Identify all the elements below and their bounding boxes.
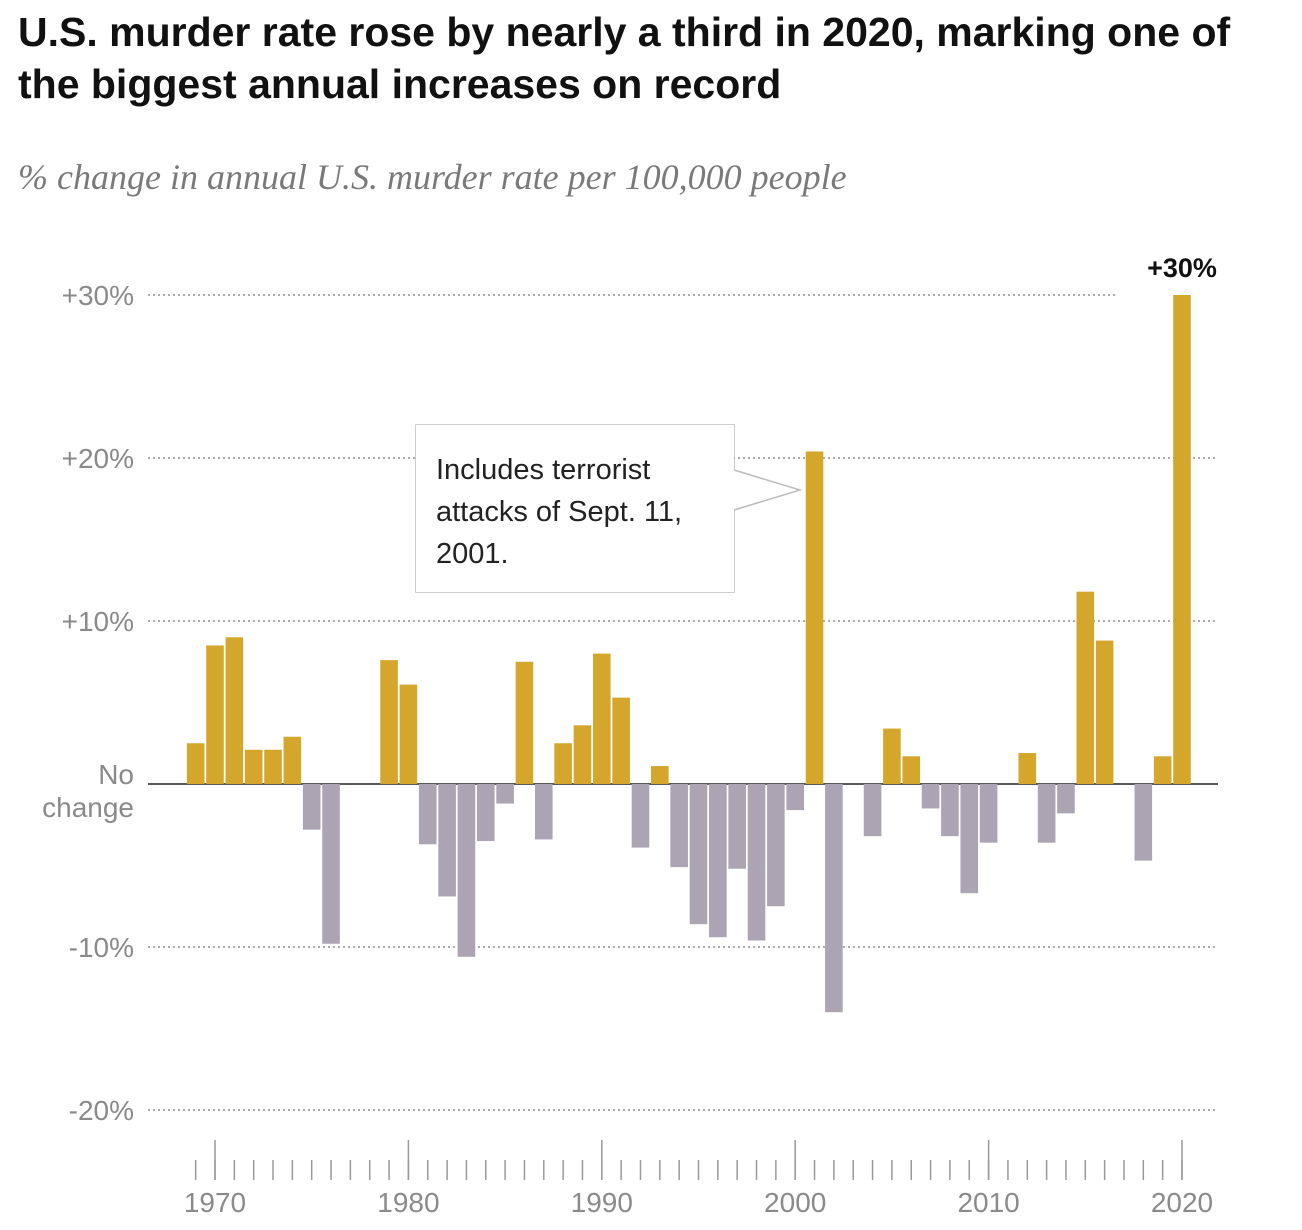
bar xyxy=(186,743,205,784)
chart-subtitle: % change in annual U.S. murder rate per … xyxy=(18,157,847,197)
bar xyxy=(825,784,843,1013)
bar xyxy=(709,784,727,938)
bar xyxy=(805,451,824,784)
bar xyxy=(322,784,340,944)
bar xyxy=(225,637,244,784)
bar xyxy=(767,784,785,907)
y-tick-label: +30% xyxy=(61,279,134,311)
bar xyxy=(786,784,804,811)
bar xyxy=(1095,640,1114,784)
bar xyxy=(283,736,302,784)
annotation: Includes terrorist attacks of Sept. 11, … xyxy=(416,425,734,592)
bar xyxy=(438,784,456,897)
bar xyxy=(1018,753,1037,784)
x-tick-label: 2020 xyxy=(1151,1187,1213,1218)
bar xyxy=(496,784,514,804)
bar xyxy=(244,749,263,784)
bar xyxy=(1076,591,1095,784)
bar xyxy=(1173,295,1191,784)
x-tick-label: 1970 xyxy=(184,1187,246,1218)
bar xyxy=(979,784,998,843)
y-tick-label: -10% xyxy=(68,931,134,963)
bar xyxy=(883,728,901,784)
bar xyxy=(631,784,650,848)
x-tick-label: 2010 xyxy=(957,1187,1019,1218)
chart-title: U.S. murder rate rose by nearly a third … xyxy=(18,9,1231,107)
y-tick-label: +20% xyxy=(61,442,134,474)
y-tick-label: -20% xyxy=(68,1094,134,1126)
bar xyxy=(302,784,321,830)
bar xyxy=(863,784,882,837)
bar xyxy=(573,725,592,784)
x-tick-label: 1980 xyxy=(377,1187,439,1218)
bar xyxy=(902,756,921,784)
bar xyxy=(206,645,224,784)
bar xyxy=(554,743,572,784)
bar xyxy=(689,784,708,925)
y-tick-label: No change xyxy=(42,759,134,823)
bar xyxy=(1037,784,1056,843)
bar xyxy=(380,660,398,784)
y-tick-label: +10% xyxy=(61,605,134,637)
bar xyxy=(476,784,495,842)
bar xyxy=(457,784,476,957)
bar xyxy=(670,784,688,868)
bar xyxy=(534,784,553,840)
bar xyxy=(593,653,611,784)
bar xyxy=(960,784,979,894)
bar xyxy=(728,784,746,869)
bar xyxy=(399,684,418,784)
x-tick-label: 2000 xyxy=(764,1187,826,1218)
bar xyxy=(515,661,534,784)
bar xyxy=(612,697,630,784)
bar xyxy=(651,766,669,784)
bar xyxy=(747,784,766,941)
x-tick-label: 1990 xyxy=(571,1187,633,1218)
bar xyxy=(1134,784,1153,861)
bar xyxy=(1153,756,1172,784)
bar xyxy=(1057,784,1075,814)
bar xyxy=(921,784,940,809)
bar xyxy=(418,784,437,845)
bar xyxy=(941,784,959,837)
value-label: +30% xyxy=(1147,253,1217,283)
bar xyxy=(264,749,282,784)
